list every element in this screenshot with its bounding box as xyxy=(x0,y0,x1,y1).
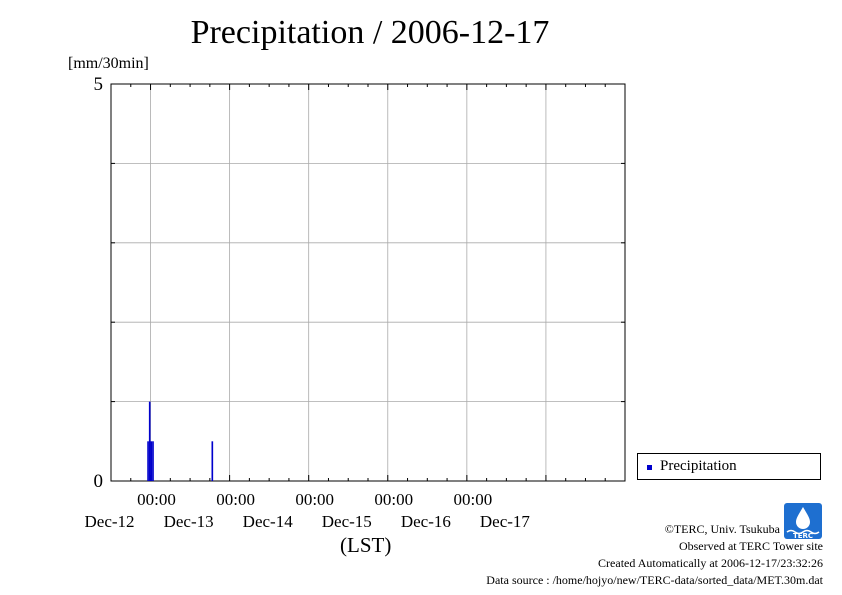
x-tick-time-label: 00:00 xyxy=(216,490,255,509)
svg-text:TERC: TERC xyxy=(793,532,813,539)
y-tick-label: 0 xyxy=(94,471,104,492)
footer-copyright: ©TERC, Univ. Tsukuba xyxy=(664,522,780,536)
grid-lines xyxy=(111,84,625,481)
y-tick-label: 5 xyxy=(94,74,104,95)
legend: Precipitation xyxy=(637,453,821,480)
x-tick-date-label: Dec-17 xyxy=(480,512,531,531)
terc-logo: TERC xyxy=(784,503,822,539)
footer-data-source: Data source : /home/hojyo/new/TERC-data/… xyxy=(486,573,823,587)
x-tick-date-label: Dec-14 xyxy=(243,512,294,531)
axis-ticks xyxy=(110,84,626,481)
axis-tick-labels: 0500:00Dec-1200:00Dec-1300:00Dec-1400:00… xyxy=(85,74,531,531)
precipitation-bar xyxy=(147,441,149,481)
precipitation-bar xyxy=(148,401,151,481)
legend-swatch xyxy=(647,465,652,470)
precipitation-bar xyxy=(152,441,154,481)
x-tick-date-label: Dec-13 xyxy=(164,512,214,531)
x-tick-time-label: 00:00 xyxy=(137,490,176,509)
legend-label: Precipitation xyxy=(660,458,737,474)
x-tick-time-label: 00:00 xyxy=(374,490,413,509)
footer-created-timestamp: Created Automatically at 2006-12-17/23:3… xyxy=(598,556,823,570)
x-tick-date-label: Dec-15 xyxy=(322,512,372,531)
precipitation-bar xyxy=(150,441,153,481)
x-tick-date-label: Dec-16 xyxy=(401,512,451,531)
x-tick-date-label: Dec-12 xyxy=(85,512,135,531)
precipitation-bar xyxy=(211,441,214,481)
chart-title: Precipitation / 2006-12-17 xyxy=(190,14,550,51)
y-axis-unit-label: [mm/30min] xyxy=(68,55,149,72)
x-tick-time-label: 00:00 xyxy=(453,490,492,509)
x-axis-title: (LST) xyxy=(340,533,392,557)
plot-frame xyxy=(110,83,626,482)
footer-site: Observed at TERC Tower site xyxy=(678,539,823,553)
precipitation-bars xyxy=(147,401,214,481)
x-tick-time-label: 00:00 xyxy=(295,490,334,509)
